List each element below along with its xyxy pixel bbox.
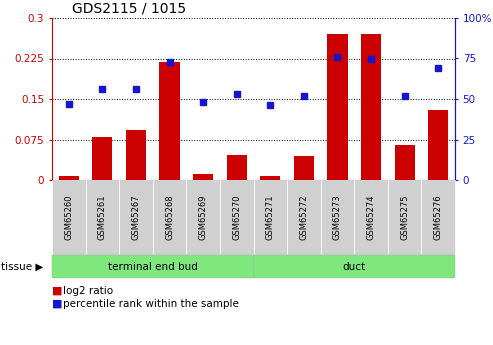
Bar <box>193 174 213 180</box>
Text: tissue ▶: tissue ▶ <box>1 262 43 272</box>
Text: GSM65268: GSM65268 <box>165 195 174 240</box>
Bar <box>327 34 348 180</box>
Text: GSM65261: GSM65261 <box>98 195 107 240</box>
Text: duct: duct <box>343 262 366 272</box>
Text: GSM65276: GSM65276 <box>434 195 443 240</box>
Text: GSM65274: GSM65274 <box>366 195 376 240</box>
Text: GSM65273: GSM65273 <box>333 195 342 240</box>
Bar <box>59 176 79 180</box>
Text: GSM65267: GSM65267 <box>132 195 141 240</box>
Text: terminal end bud: terminal end bud <box>108 262 198 272</box>
Bar <box>126 130 146 180</box>
Text: percentile rank within the sample: percentile rank within the sample <box>63 299 239 309</box>
Text: GSM65272: GSM65272 <box>299 195 309 240</box>
Bar <box>260 176 281 180</box>
Bar <box>227 155 247 180</box>
Text: GSM65269: GSM65269 <box>199 195 208 240</box>
Text: GSM65271: GSM65271 <box>266 195 275 240</box>
Bar <box>361 34 381 180</box>
Bar <box>394 145 415 180</box>
Text: GSM65270: GSM65270 <box>232 195 241 240</box>
Text: ■: ■ <box>52 299 63 309</box>
Bar <box>159 62 179 180</box>
Text: GDS2115 / 1015: GDS2115 / 1015 <box>72 1 186 15</box>
Bar <box>294 156 314 180</box>
Text: GSM65275: GSM65275 <box>400 195 409 240</box>
Text: log2 ratio: log2 ratio <box>63 286 113 296</box>
Bar <box>92 137 112 180</box>
Text: GSM65260: GSM65260 <box>64 195 73 240</box>
Bar <box>428 110 448 180</box>
Text: ■: ■ <box>52 286 63 296</box>
